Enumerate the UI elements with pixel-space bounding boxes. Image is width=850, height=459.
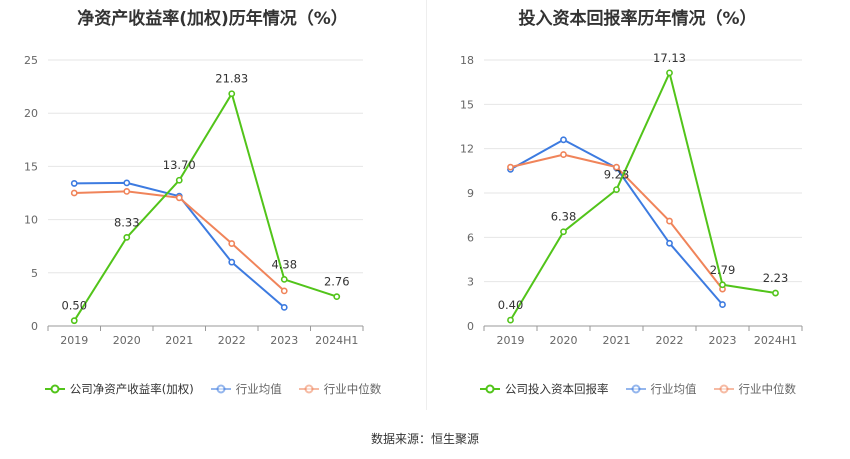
legend-line-marker-icon <box>44 384 65 394</box>
data-source-note: 数据来源：恒生聚源 <box>370 432 479 446</box>
data-point <box>719 281 726 289</box>
x-tick-label: 2024H1 <box>315 334 358 347</box>
y-tick-label: 20 <box>24 107 38 120</box>
x-tick-label: 2020 <box>550 334 578 347</box>
data-point <box>560 151 567 158</box>
x-tick-label: 2020 <box>113 334 141 347</box>
data-label: 0.50 <box>61 299 87 313</box>
roic-line-chart: 0 3 6 9 12 15 18 2019 2020 2021 2022 2023 2024H1 0.40… <box>460 51 803 347</box>
data-point <box>123 179 131 187</box>
legend-item-company[interactable]: 公司投入资本回报率 <box>479 381 609 397</box>
data-label: 8.33 <box>114 215 140 229</box>
y-tick-label: 12 <box>460 143 474 156</box>
x-tick-label: 2021 <box>603 334 631 347</box>
chart-legend: 公司投入资本回报率 行业均值 行业中位数 <box>425 381 850 397</box>
x-tick-label: 2019 <box>60 334 88 347</box>
data-point <box>280 303 288 311</box>
data-point <box>560 136 567 144</box>
data-point <box>280 287 288 295</box>
data-point <box>123 233 131 241</box>
legend-line-marker-icon <box>713 384 734 394</box>
data-label: 2.79 <box>710 263 736 277</box>
legend-label: 行业中位数 <box>323 382 382 396</box>
data-point <box>70 189 78 197</box>
data-point <box>560 228 567 236</box>
data-label: 13.70 <box>163 158 196 172</box>
data-label: 17.13 <box>653 51 686 65</box>
data-label: 9.23 <box>604 168 630 182</box>
data-point <box>772 289 779 297</box>
series-line <box>509 71 776 321</box>
data-point <box>175 176 183 184</box>
data-point <box>175 194 183 202</box>
x-tick-label: 2023 <box>270 334 298 347</box>
legend-label: 行业均值 <box>235 382 282 396</box>
x-tick-label: 2022 <box>656 334 684 347</box>
y-tick-label: 5 <box>31 267 38 280</box>
legend-line-marker-icon <box>625 384 646 394</box>
data-point <box>228 90 236 98</box>
y-tick-label: 0 <box>31 320 38 333</box>
y-tick-label: 3 <box>467 276 474 289</box>
data-label: 21.83 <box>215 72 248 86</box>
series-line <box>74 181 285 309</box>
data-label: 0.40 <box>498 298 524 312</box>
x-tick-label: 2019 <box>497 334 525 347</box>
legend-item-industry-median[interactable]: 行业中位数 <box>713 381 797 397</box>
data-label: 2.23 <box>763 271 789 285</box>
y-tick-label: 10 <box>24 214 38 227</box>
x-tick-label: 2022 <box>218 334 246 347</box>
data-point <box>666 217 673 225</box>
y-tick-label: 9 <box>467 187 474 200</box>
y-tick-label: 18 <box>460 54 474 67</box>
chart-title: 投入资本回报率历年情况（%） <box>518 9 757 29</box>
legend-line-marker-icon <box>480 384 500 394</box>
y-tick-label: 15 <box>460 98 474 111</box>
y-tick-label: 15 <box>24 160 38 173</box>
data-point <box>613 163 620 171</box>
legend-label: 公司投入资本回报率 <box>505 382 609 396</box>
x-tick-label: 2024H1 <box>754 334 797 347</box>
chart-legend: 公司净资产收益率(加权) 行业均值 行业中位数 <box>0 381 425 397</box>
data-label: 2.76 <box>324 275 350 289</box>
series-line <box>74 190 285 292</box>
data-point <box>666 239 673 247</box>
data-point <box>719 301 726 308</box>
legend-line-marker-icon <box>210 384 231 394</box>
roic-chart-panel: 投入资本回报率历年情况（%） 0 3 6 9 12 15 18 2019 2020 2021 202… <box>425 0 850 420</box>
legend-line-marker-icon <box>298 384 319 394</box>
y-tick-label: 25 <box>24 54 38 67</box>
data-label: 6.38 <box>551 210 577 224</box>
x-tick-label: 2021 <box>165 334 193 347</box>
data-point <box>333 293 341 301</box>
panel-divider <box>426 0 427 410</box>
data-point <box>123 188 131 195</box>
data-point <box>507 316 514 324</box>
data-point <box>70 180 78 187</box>
legend-item-industry-mean[interactable]: 行业均值 <box>210 381 282 397</box>
data-point <box>666 69 673 77</box>
y-tick-label: 6 <box>467 231 474 244</box>
y-tick-label: 0 <box>467 320 474 333</box>
chart-title: 净资产收益率(加权)历年情况（%） <box>77 9 348 29</box>
legend-item-industry-median[interactable]: 行业中位数 <box>298 381 382 397</box>
data-point <box>228 240 236 247</box>
x-tick-label: 2023 <box>709 334 737 347</box>
data-point <box>280 275 288 283</box>
series-line <box>73 92 338 322</box>
data-point <box>228 258 236 266</box>
legend-label: 行业均值 <box>650 382 697 396</box>
roe-chart-panel: 净资产收益率(加权)历年情况（%） 0 5 10 15 20 25 2019 2020 2021… <box>0 0 425 420</box>
legend-item-company[interactable]: 公司净资产收益率(加权) <box>44 381 194 397</box>
data-point <box>507 163 514 171</box>
data-point <box>613 186 620 194</box>
data-point <box>70 317 78 325</box>
data-label: 4.38 <box>271 257 297 271</box>
legend-label: 行业中位数 <box>738 382 797 396</box>
legend-item-industry-mean[interactable]: 行业均值 <box>625 381 697 397</box>
legend-label: 公司净资产收益率(加权) <box>69 382 194 396</box>
roe-line-chart: 0 5 10 15 20 25 2019 2020 2021 2022 2023 2024H1 0.50… <box>24 54 364 347</box>
